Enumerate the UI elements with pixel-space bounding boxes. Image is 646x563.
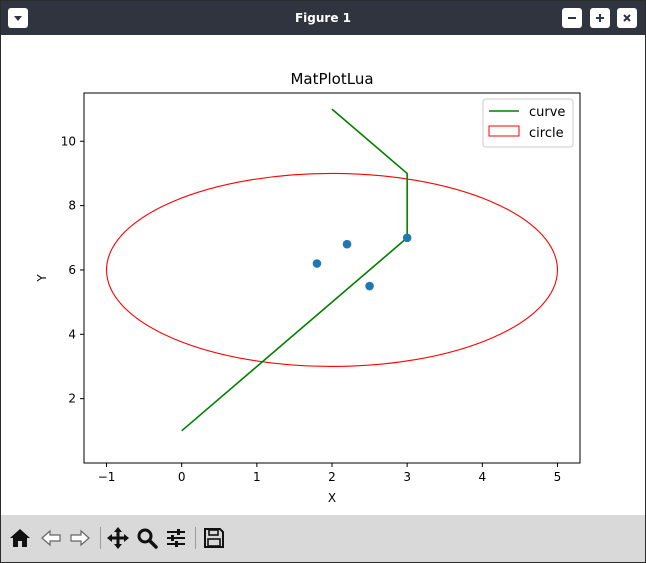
window-menu-button[interactable] <box>8 8 28 28</box>
chart-title: MatPlotLua <box>290 70 373 88</box>
maximize-icon <box>596 14 604 22</box>
legend: curve circle <box>482 98 574 148</box>
minimize-icon <box>568 17 576 19</box>
minimize-button[interactable] <box>562 8 582 28</box>
figure-canvas[interactable]: MatPlotLua −1 0 1 2 3 4 5 2 4 6 8 10 X Y curve circ… <box>1 35 645 515</box>
save-button[interactable] <box>201 525 227 551</box>
y-axis-label: Y <box>35 274 49 283</box>
y-tick-label: 2 <box>68 392 76 406</box>
forward-arrow-icon <box>70 529 90 547</box>
zoom-button[interactable] <box>134 525 160 551</box>
x-tick-label: 4 <box>478 470 486 484</box>
x-tick-label: 2 <box>328 470 336 484</box>
chart: MatPlotLua −1 0 1 2 3 4 5 2 4 6 8 10 X Y curve circ… <box>35 70 581 505</box>
pan-button[interactable] <box>105 525 131 551</box>
configure-subplots-icon <box>167 529 185 547</box>
forward-button[interactable] <box>67 525 93 551</box>
x-tick-label: 0 <box>178 470 186 484</box>
window-title: Figure 1 <box>294 11 352 25</box>
scatter-point <box>342 239 352 249</box>
x-tick-label: 1 <box>253 470 261 484</box>
legend-circle-swatch <box>488 125 520 137</box>
circle-ellipse <box>105 172 559 368</box>
scatter-point <box>365 281 374 291</box>
close-icon <box>623 14 631 22</box>
back-button[interactable] <box>38 525 64 551</box>
home-button[interactable] <box>7 525 33 551</box>
x-tick-label: 3 <box>403 470 411 484</box>
y-tick-label: 10 <box>61 134 76 148</box>
x-tick-label: −1 <box>98 470 116 484</box>
axes-frame <box>83 92 581 464</box>
legend-circle-label: circle <box>529 126 564 141</box>
navigation-toolbar <box>1 515 645 562</box>
y-tick-label: 6 <box>68 263 76 277</box>
y-tick-label: 8 <box>68 199 76 213</box>
x-tick-label: 5 <box>554 470 562 484</box>
y-tick-label: 4 <box>68 327 76 341</box>
x-axis-label: X <box>328 491 336 505</box>
title-bar: Figure 1 <box>1 1 645 35</box>
pan-move-icon <box>107 527 129 549</box>
back-arrow-icon <box>41 529 61 547</box>
scatter-point <box>312 259 322 268</box>
close-button[interactable] <box>617 8 637 28</box>
save-floppy-icon <box>204 528 224 548</box>
legend-curve-label: curve <box>529 105 565 120</box>
maximize-button[interactable] <box>590 8 610 28</box>
toolbar-separator <box>195 527 196 549</box>
home-icon <box>10 529 30 547</box>
zoom-magnifier-icon <box>137 528 158 549</box>
scatter-point <box>402 233 412 243</box>
toolbar-separator <box>100 527 101 549</box>
configure-subplots-button[interactable] <box>163 525 189 551</box>
chevron-down-icon <box>14 16 22 21</box>
curve-line <box>181 108 408 432</box>
